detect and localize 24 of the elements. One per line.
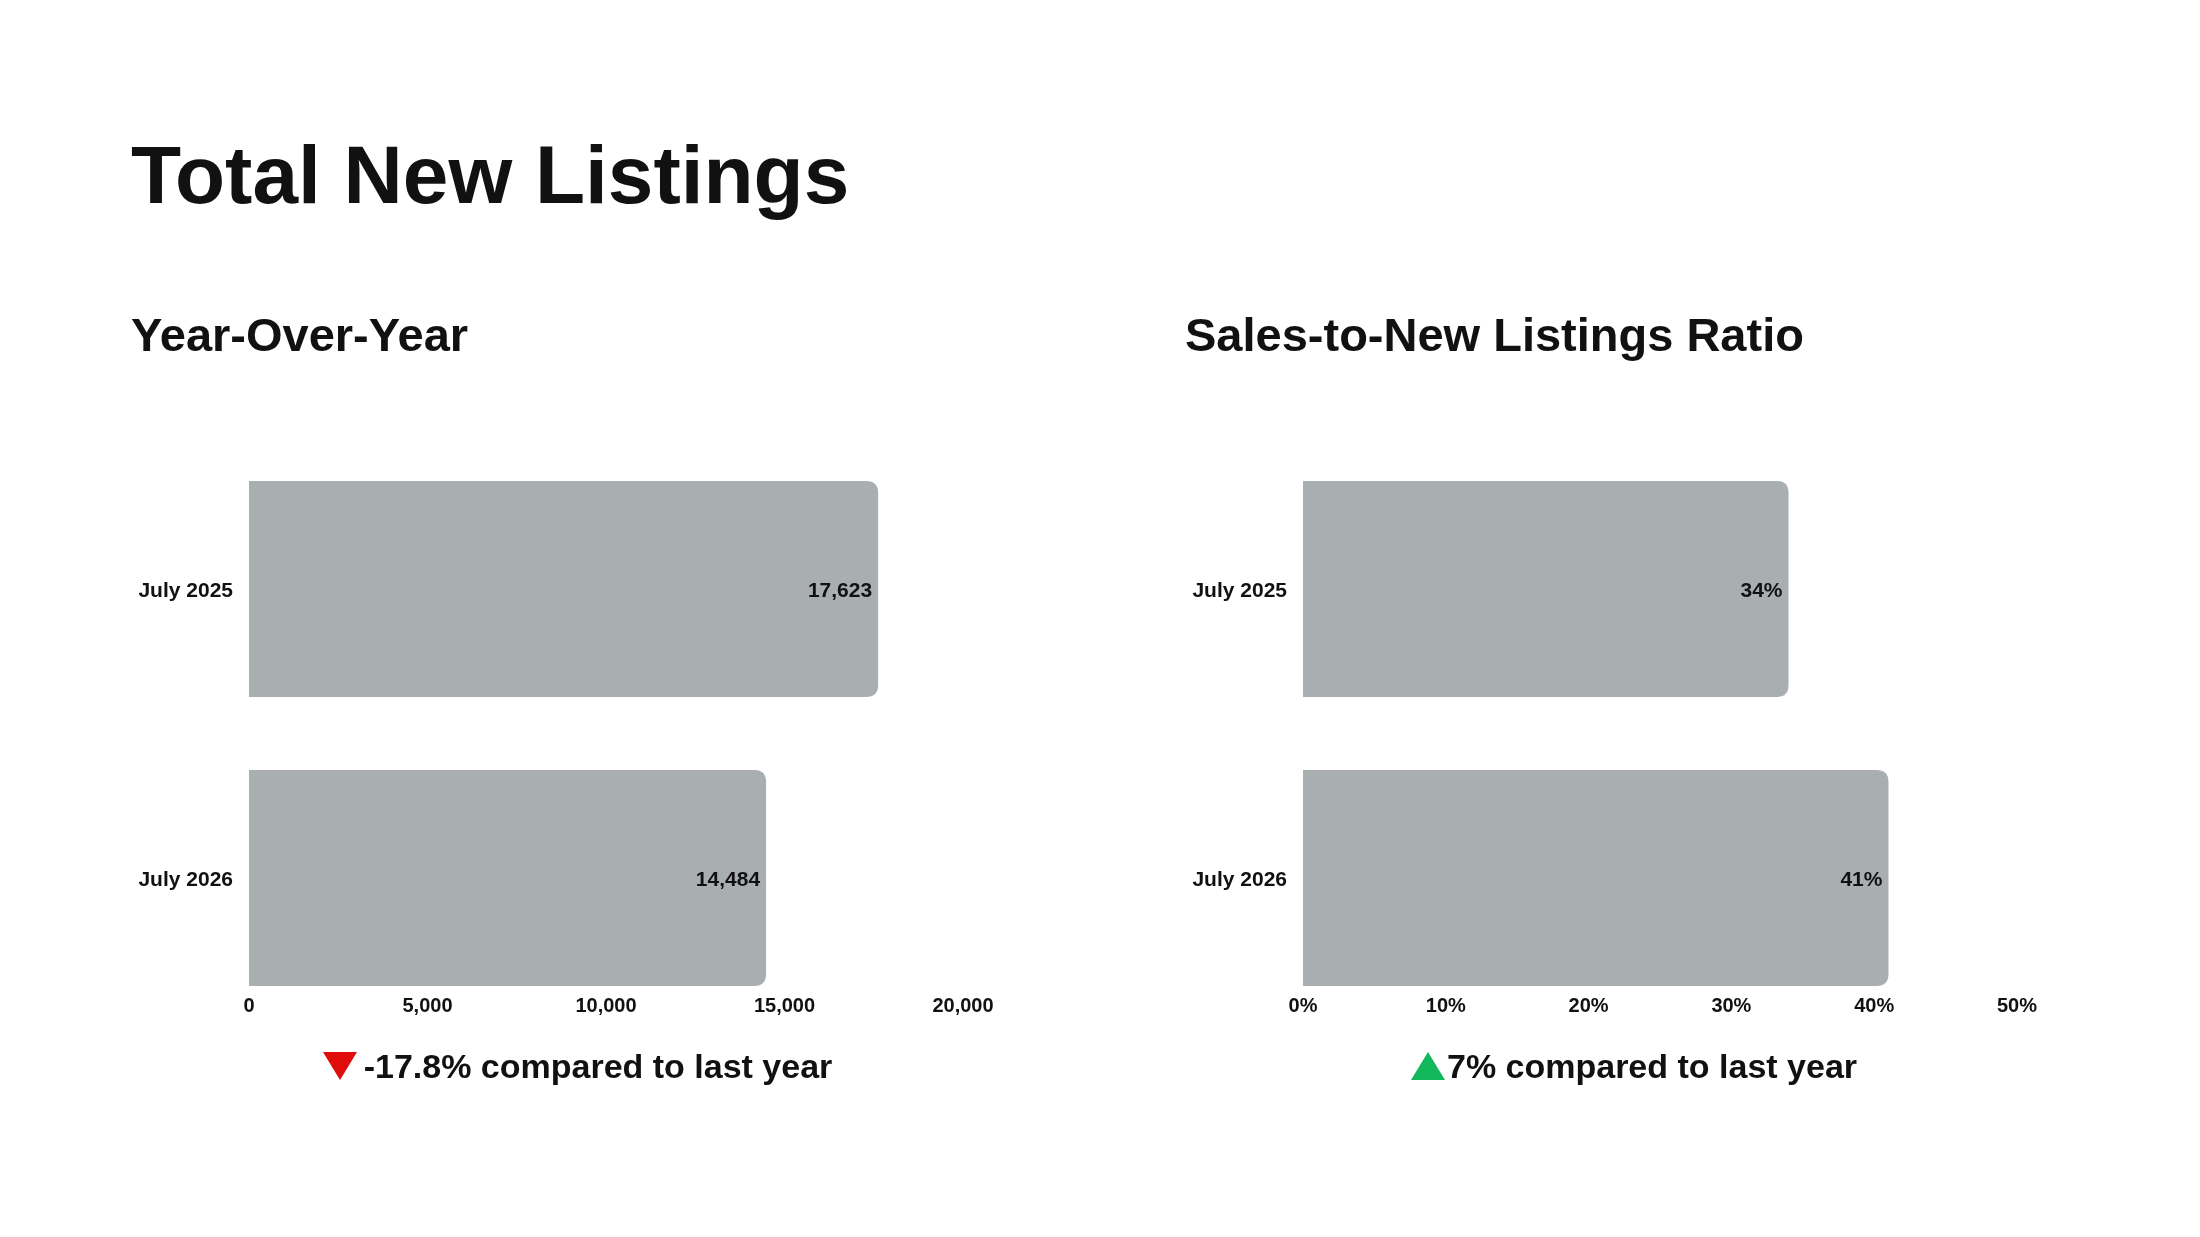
chart-title: Total New Listings <box>131 129 850 220</box>
text: -17.8% compared to last year <box>363 1047 833 1085</box>
x-tick-label: 5,000 <box>402 994 453 1016</box>
x-tick-label: 0% <box>1288 994 1318 1016</box>
data-label: 14,484 <box>695 866 761 890</box>
x-tick-label: 50% <box>1996 994 2038 1016</box>
y-tick-label: July 2026 <box>138 866 233 890</box>
x-tick-label: 15,000 <box>753 994 816 1016</box>
x-tick-label: 30% <box>1711 994 1752 1016</box>
data-label: 41% <box>1840 866 1883 890</box>
x-tick-label: 20% <box>1568 994 1609 1016</box>
chart-title: Sales-to-New Listings Ratio <box>1185 308 1804 361</box>
x-tick-label: 40% <box>1854 994 1895 1016</box>
chart-subtitle: Year-Over-Year <box>131 308 469 361</box>
y-tick-label: July 2025 <box>138 577 234 601</box>
y-tick-label: July 2025 <box>1192 577 1288 601</box>
data-label: 17,623 <box>807 577 873 601</box>
x-tick-label: 10,000 <box>575 994 637 1016</box>
text: 7% compared to last year <box>1446 1047 1858 1085</box>
data-label: 34% <box>1740 577 1783 601</box>
x-tick-label: 0 <box>243 994 255 1016</box>
x-tick-label: 20,000 <box>932 994 994 1016</box>
y-tick-label: July 2026 <box>1192 866 1287 890</box>
x-tick-label: 10% <box>1425 994 1467 1016</box>
